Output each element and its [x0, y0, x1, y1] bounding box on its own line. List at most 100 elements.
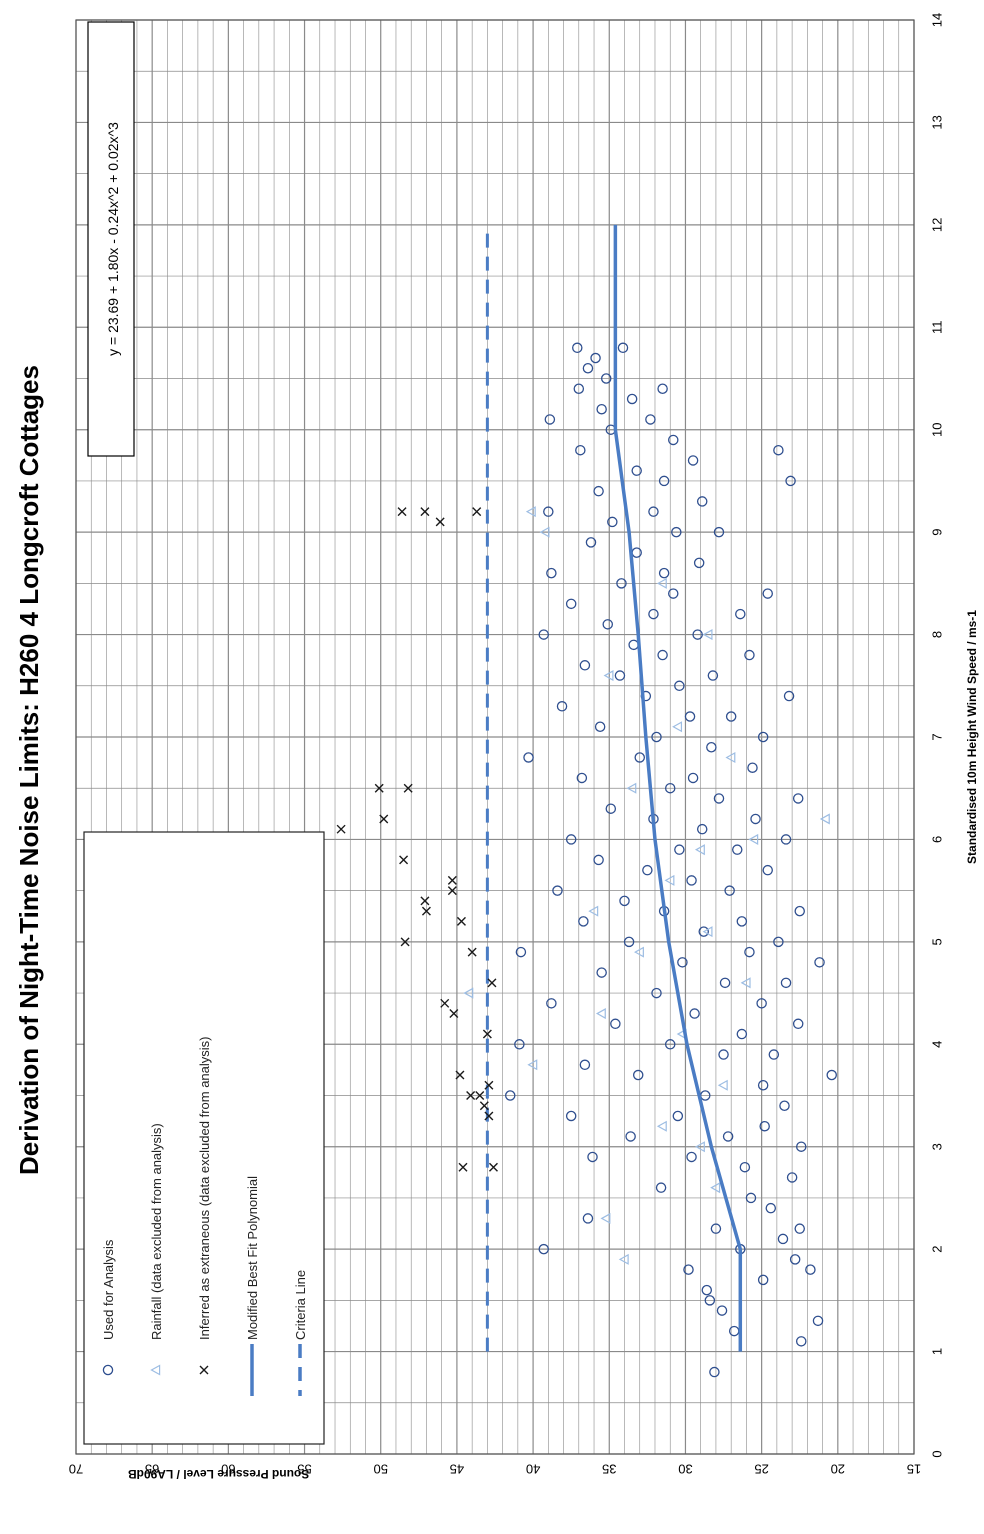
point-extraneous — [484, 1080, 494, 1090]
legend-circle-icon — [102, 1364, 114, 1376]
point-used — [745, 1192, 757, 1204]
point-used — [750, 813, 761, 825]
point-used — [614, 670, 626, 681]
point-used — [605, 803, 617, 814]
point-used — [626, 393, 638, 405]
point-used — [780, 834, 792, 845]
point-used — [686, 1151, 697, 1163]
point-rainfall — [463, 987, 474, 999]
point-used — [504, 1090, 516, 1101]
point-used — [594, 721, 606, 733]
point-extraneous — [456, 916, 466, 926]
point-used — [693, 557, 705, 569]
point-used — [736, 916, 748, 927]
legend-box — [83, 831, 325, 1445]
point-used — [780, 977, 792, 989]
y-tick-label: 40 — [526, 1462, 540, 1477]
point-extraneous — [403, 783, 413, 793]
legend-label: Criteria Line — [293, 1270, 308, 1340]
legend-entry: Used for Analysis — [101, 1239, 116, 1376]
point-extraneous — [449, 1009, 459, 1019]
point-used — [794, 905, 805, 917]
point-used — [616, 578, 627, 589]
point-used — [698, 926, 709, 937]
point-used — [576, 772, 588, 784]
point-used — [796, 1336, 807, 1347]
point-used — [664, 782, 676, 794]
point-extraneous — [379, 814, 389, 824]
x-tick-label: 14 — [929, 13, 944, 27]
y-tick-label: 20 — [831, 1462, 845, 1477]
y-tick-label: 35 — [602, 1462, 616, 1477]
point-used — [634, 752, 645, 763]
point-used — [632, 1069, 644, 1081]
point-used — [602, 619, 613, 630]
point-rainfall — [539, 526, 550, 538]
y-tick-label: 25 — [754, 1462, 768, 1477]
point-used — [709, 1366, 720, 1378]
point-used — [707, 670, 719, 681]
point-used — [600, 373, 612, 384]
point-used — [579, 660, 591, 671]
point-rainfall — [603, 670, 614, 682]
legend-label: Inferred as extraneous (data excluded fr… — [197, 1037, 212, 1341]
point-used — [805, 1264, 816, 1275]
point-rainfall — [740, 977, 751, 989]
point-used — [538, 629, 550, 640]
point-used — [579, 1059, 591, 1071]
point-extraneous — [400, 937, 410, 947]
x-tick-label: 11 — [929, 321, 944, 335]
point-used — [786, 1172, 798, 1183]
point-rainfall — [819, 813, 830, 825]
point-used — [725, 711, 737, 722]
best-fit-line — [613, 224, 743, 1352]
point-extraneous — [420, 507, 430, 517]
point-used — [765, 1202, 777, 1214]
legend-triangle-icon — [150, 1364, 161, 1376]
equation-box: y = 23.69 + 1.80x - 0.24x^2 + 0.02x^3 — [87, 21, 135, 457]
point-rainfall — [694, 844, 705, 856]
point-used — [724, 885, 735, 896]
point-used — [713, 526, 725, 538]
point-used — [674, 680, 685, 692]
point-used — [565, 834, 577, 845]
point-used — [779, 1100, 790, 1111]
point-used — [664, 1039, 676, 1050]
point-used — [762, 864, 773, 876]
point-used — [762, 588, 773, 599]
point-used — [655, 1182, 667, 1193]
x-tick-label: 3 — [929, 1143, 944, 1150]
point-rainfall — [626, 782, 637, 794]
legend-entry: Criteria Line — [293, 1270, 308, 1396]
point-used — [645, 414, 656, 425]
point-rainfall — [600, 1212, 611, 1224]
point-extraneous — [487, 978, 497, 988]
chart-plot-area — [336, 224, 837, 1378]
point-used — [538, 1243, 550, 1255]
point-extraneous — [397, 507, 407, 517]
point-used — [826, 1069, 837, 1081]
point-used — [617, 342, 629, 354]
x-tick-label: 5 — [929, 938, 944, 945]
point-used — [701, 1284, 713, 1296]
x-tick-label: 0 — [929, 1450, 944, 1457]
point-extraneous — [479, 1101, 489, 1111]
point-extraneous — [488, 1162, 498, 1172]
point-used — [713, 793, 725, 804]
point-extraneous — [472, 507, 482, 517]
x-tick-label: 8 — [929, 631, 944, 638]
point-used — [812, 1315, 824, 1327]
point-used — [759, 1120, 770, 1132]
point-used — [625, 1131, 636, 1142]
point-used — [544, 414, 556, 425]
point-used — [789, 1254, 801, 1265]
y-tick-label: 55 — [297, 1462, 311, 1477]
point-used — [657, 649, 668, 661]
point-used — [757, 731, 769, 743]
point-used — [785, 475, 796, 487]
point-used — [657, 383, 668, 394]
y-tick-label: 60 — [221, 1462, 235, 1477]
point-used — [704, 1295, 716, 1306]
point-used — [792, 1018, 804, 1030]
